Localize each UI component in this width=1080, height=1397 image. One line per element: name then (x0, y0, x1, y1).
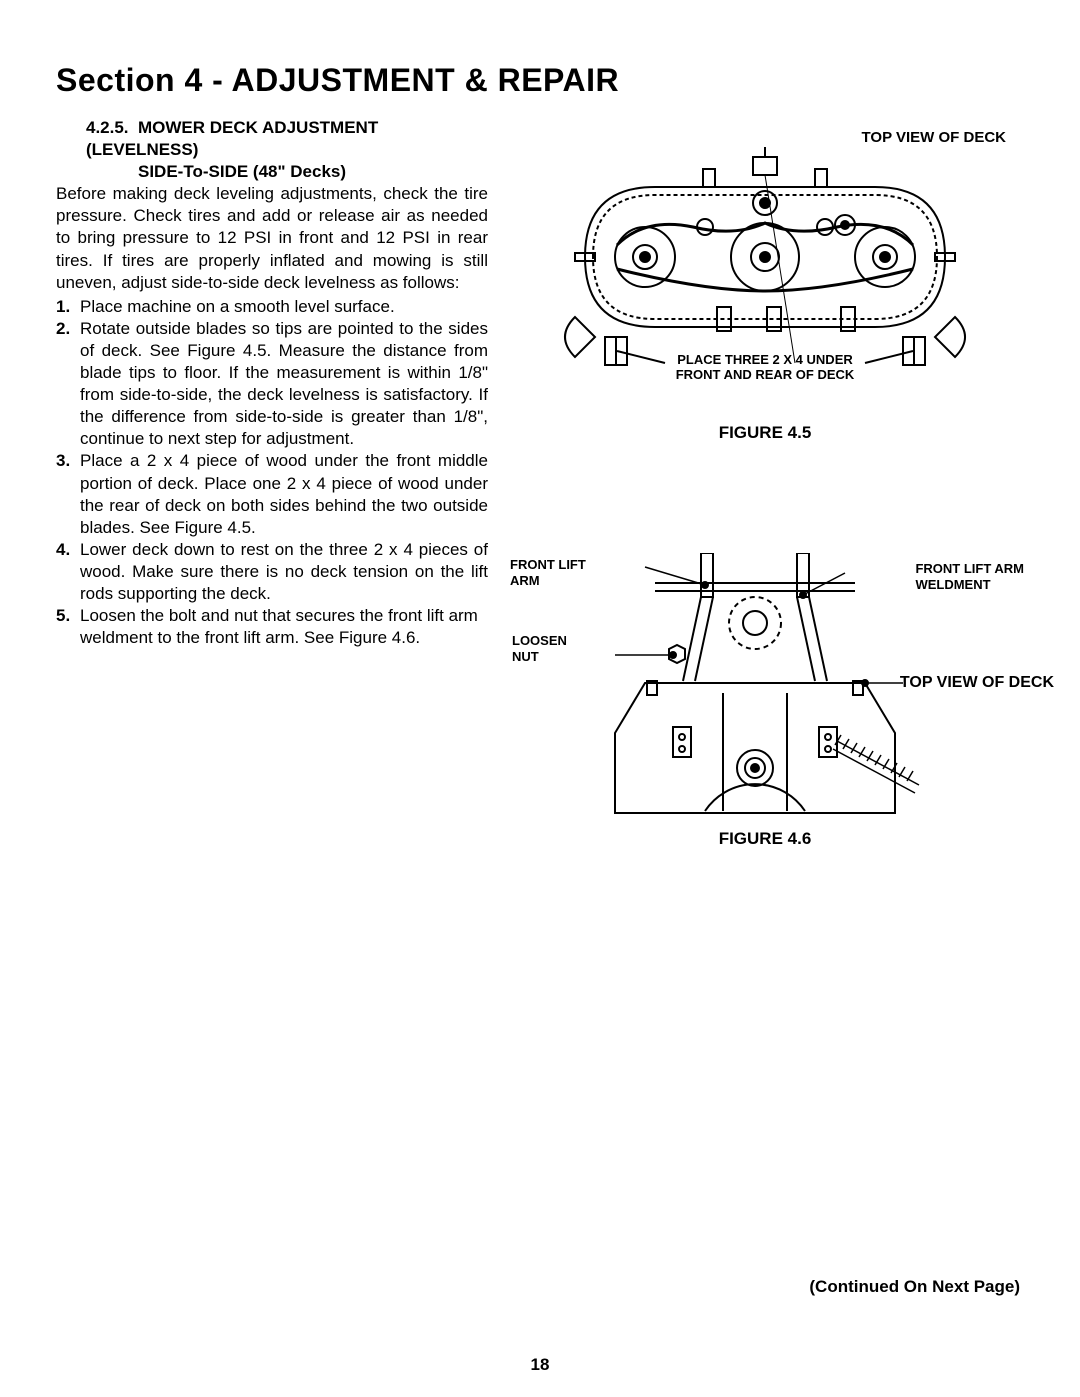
fig45-label-top: TOP VIEW OF DECK (862, 129, 1006, 146)
fig45-label-bottom: PLACE THREE 2 X 4 UNDER FRONT AND REAR O… (676, 352, 855, 383)
right-column: TOP VIEW OF DECK (506, 117, 1024, 849)
step-marker: 4. (56, 539, 80, 605)
subsection-number: 4.2.5. (86, 117, 138, 139)
page-title: Section 4 - ADJUSTMENT & REPAIR (56, 62, 1024, 99)
fig45-caption: FIGURE 4.5 (506, 423, 1024, 443)
step-text: Place a 2 x 4 piece of wood under the fr… (80, 450, 488, 538)
step-marker: 3. (56, 450, 80, 538)
step-item: 3.Place a 2 x 4 piece of wood under the … (56, 450, 488, 538)
subsection-heading: 4.2.5.MOWER DECK ADJUSTMENT (LEVELNESS) … (56, 117, 488, 183)
left-column: 4.2.5.MOWER DECK ADJUSTMENT (LEVELNESS) … (56, 117, 488, 849)
step-text: Place machine on a smooth level surface. (80, 296, 488, 318)
intro-paragraph: Before making deck leveling adjustments,… (56, 183, 488, 293)
page-number: 18 (531, 1355, 550, 1375)
step-text: Loosen the bolt and nut that secures the… (80, 605, 488, 649)
subsection-line2: SIDE-To-SIDE (48" Decks) (138, 162, 346, 181)
step-marker: 2. (56, 318, 80, 451)
step-marker: 5. (56, 605, 80, 649)
step-text: Lower deck down to rest on the three 2 x… (80, 539, 488, 605)
step-item: 2.Rotate outside blades so tips are poin… (56, 318, 488, 451)
fig46-label-front-lift-arm: FRONT LIFT ARM (510, 557, 586, 588)
steps-list: 1.Place machine on a smooth level surfac… (56, 296, 488, 650)
fig46-label-loosen-nut: LOOSEN NUT (512, 633, 567, 664)
fig46-label-weldment: FRONT LIFT ARM WELDMENT (915, 561, 1024, 592)
content-area: 4.2.5.MOWER DECK ADJUSTMENT (LEVELNESS) … (56, 117, 1024, 849)
figure-4-5: TOP VIEW OF DECK (506, 117, 1024, 417)
figure-4-6: FRONT LIFT ARM FRONT LIFT ARM WELDMENT L… (506, 553, 1024, 833)
step-text: Rotate outside blades so tips are pointe… (80, 318, 488, 451)
step-marker: 1. (56, 296, 80, 318)
step-item: 4.Lower deck down to rest on the three 2… (56, 539, 488, 605)
step-item: 1.Place machine on a smooth level surfac… (56, 296, 488, 318)
fig46-label-topview: TOP VIEW OF DECK (900, 673, 1054, 692)
deck-diagram-icon (545, 117, 985, 387)
continued-text: (Continued On Next Page) (809, 1277, 1020, 1297)
step-item: 5.Loosen the bolt and nut that secures t… (56, 605, 488, 649)
